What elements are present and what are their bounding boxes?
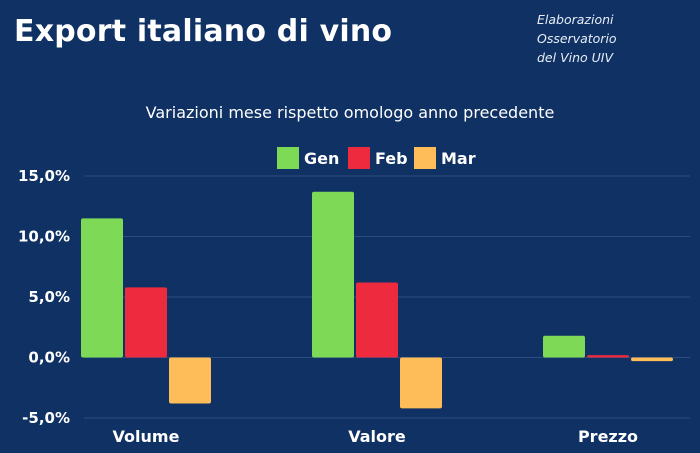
y-tick-label: 15,0% xyxy=(18,167,70,185)
bar-gen-volume xyxy=(81,218,123,358)
bar-feb-volume xyxy=(125,287,167,358)
legend-label-feb: Feb xyxy=(375,149,408,168)
source-line-2: del Vino UIV xyxy=(537,50,614,65)
legend-label-mar: Mar xyxy=(441,149,476,168)
category-label: Prezzo xyxy=(578,427,638,446)
bar-gen-valore xyxy=(312,191,354,358)
bar-feb-valore xyxy=(356,282,398,358)
category-label: Valore xyxy=(348,427,406,446)
bar-feb-prezzo xyxy=(587,355,629,358)
bar-mar-prezzo xyxy=(631,357,673,362)
legend-swatch-feb xyxy=(348,147,370,169)
y-tick-label: 5,0% xyxy=(28,288,70,306)
legend-label-gen: Gen xyxy=(304,149,339,168)
bar-mar-volume xyxy=(169,357,211,404)
source-note: Elaborazioni Osservatorio del Vino UIV xyxy=(537,10,697,67)
bar-mar-valore xyxy=(400,357,442,409)
legend-swatch-gen xyxy=(277,147,299,169)
bar-gen-prezzo xyxy=(543,335,585,358)
source-line-1: Elaborazioni Osservatorio xyxy=(537,12,617,46)
y-tick-label: 10,0% xyxy=(18,228,70,246)
y-tick-label: 0,0% xyxy=(28,349,70,367)
y-tick-label: -5,0% xyxy=(22,409,70,427)
legend-swatch-mar xyxy=(414,147,436,169)
chart-title-main: Export italiano di vino xyxy=(14,14,393,49)
category-label: Volume xyxy=(113,427,180,446)
chart-subtitle: Variazioni mese rispetto omologo anno pr… xyxy=(145,103,555,122)
